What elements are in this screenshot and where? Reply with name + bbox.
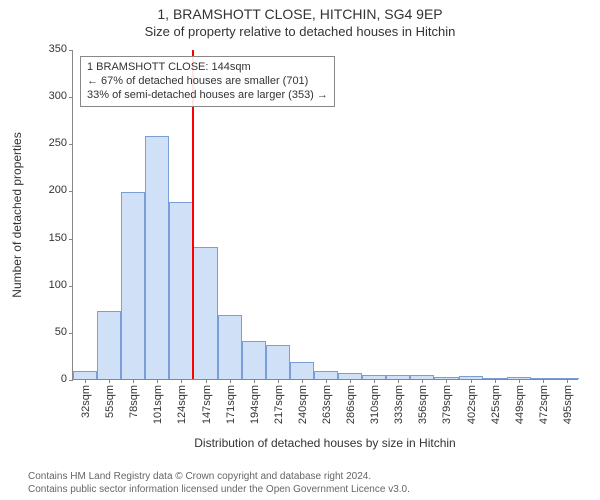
x-tick-label: 495sqm xyxy=(560,385,574,424)
y-tick-mark xyxy=(69,333,73,334)
y-tick-label: 0 xyxy=(61,373,73,385)
y-tick-mark xyxy=(69,239,73,240)
histogram-bar xyxy=(266,345,290,379)
annotation-line1: 1 BRAMSHOTT CLOSE: 144sqm xyxy=(87,61,328,75)
histogram-bar xyxy=(121,192,145,379)
x-tick-label: 379sqm xyxy=(439,385,453,424)
x-tick-label: 124sqm xyxy=(174,385,188,424)
histogram-bar xyxy=(218,315,242,379)
histogram-bar xyxy=(290,362,314,379)
x-tick-label: 101sqm xyxy=(150,385,164,424)
footer-attribution: Contains HM Land Registry data © Crown c… xyxy=(0,470,410,496)
x-tick-label: 472sqm xyxy=(536,385,550,424)
x-tick-label: 286sqm xyxy=(343,385,357,424)
x-tick-mark xyxy=(326,379,327,383)
footer-line1: Contains HM Land Registry data © Crown c… xyxy=(28,470,410,483)
annotation-box: 1 BRAMSHOTT CLOSE: 144sqm ← 67% of detac… xyxy=(80,56,335,107)
x-tick-mark xyxy=(374,379,375,383)
x-tick-label: 356sqm xyxy=(415,385,429,424)
x-tick-label: 217sqm xyxy=(271,385,285,424)
chart-title-line2: Size of property relative to detached ho… xyxy=(0,22,600,39)
x-tick-mark xyxy=(302,379,303,383)
y-tick-mark xyxy=(69,380,73,381)
x-tick-mark xyxy=(85,379,86,383)
y-tick-mark xyxy=(69,144,73,145)
x-tick-mark xyxy=(109,379,110,383)
y-axis-label: Number of detached properties xyxy=(10,132,24,297)
x-tick-mark xyxy=(157,379,158,383)
x-axis-label: Distribution of detached houses by size … xyxy=(194,436,455,450)
histogram-bar xyxy=(97,311,121,379)
x-tick-label: 333sqm xyxy=(391,385,405,424)
x-tick-label: 32sqm xyxy=(78,385,92,418)
x-tick-mark xyxy=(495,379,496,383)
x-tick-label: 147sqm xyxy=(199,385,213,424)
x-tick-label: 240sqm xyxy=(295,385,309,424)
x-tick-mark xyxy=(567,379,568,383)
x-tick-mark xyxy=(230,379,231,383)
histogram-bar xyxy=(314,371,338,379)
footer-line2: Contains public sector information licen… xyxy=(28,483,410,496)
histogram-bar xyxy=(193,247,217,379)
x-tick-label: 402sqm xyxy=(464,385,478,424)
chart-container: 1, BRAMSHOTT CLOSE, HITCHIN, SG4 9EP Siz… xyxy=(0,0,600,500)
x-tick-mark xyxy=(278,379,279,383)
x-tick-mark xyxy=(398,379,399,383)
x-tick-label: 310sqm xyxy=(367,385,381,424)
x-tick-mark xyxy=(422,379,423,383)
histogram-bar xyxy=(145,136,169,379)
x-tick-mark xyxy=(471,379,472,383)
chart-title-line1: 1, BRAMSHOTT CLOSE, HITCHIN, SG4 9EP xyxy=(0,0,600,22)
annotation-line2: ← 67% of detached houses are smaller (70… xyxy=(87,75,328,89)
x-tick-label: 55sqm xyxy=(102,385,116,418)
annotation-line3: 33% of semi-detached houses are larger (… xyxy=(87,89,328,103)
y-tick-mark xyxy=(69,50,73,51)
x-tick-label: 194sqm xyxy=(247,385,261,424)
x-tick-mark xyxy=(206,379,207,383)
x-tick-label: 449sqm xyxy=(512,385,526,424)
x-tick-label: 425sqm xyxy=(488,385,502,424)
x-tick-mark xyxy=(133,379,134,383)
x-tick-mark xyxy=(543,379,544,383)
x-tick-mark xyxy=(350,379,351,383)
y-tick-mark xyxy=(69,191,73,192)
y-tick-mark xyxy=(69,97,73,98)
x-tick-mark xyxy=(446,379,447,383)
x-tick-mark xyxy=(254,379,255,383)
y-tick-label: 350 xyxy=(49,43,73,55)
x-tick-mark xyxy=(519,379,520,383)
y-tick-mark xyxy=(69,286,73,287)
x-tick-mark xyxy=(181,379,182,383)
histogram-bar xyxy=(169,202,193,379)
histogram-bar xyxy=(242,341,266,379)
x-tick-label: 171sqm xyxy=(223,385,237,424)
x-tick-label: 78sqm xyxy=(126,385,140,418)
histogram-bar xyxy=(73,371,97,379)
x-tick-label: 263sqm xyxy=(319,385,333,424)
